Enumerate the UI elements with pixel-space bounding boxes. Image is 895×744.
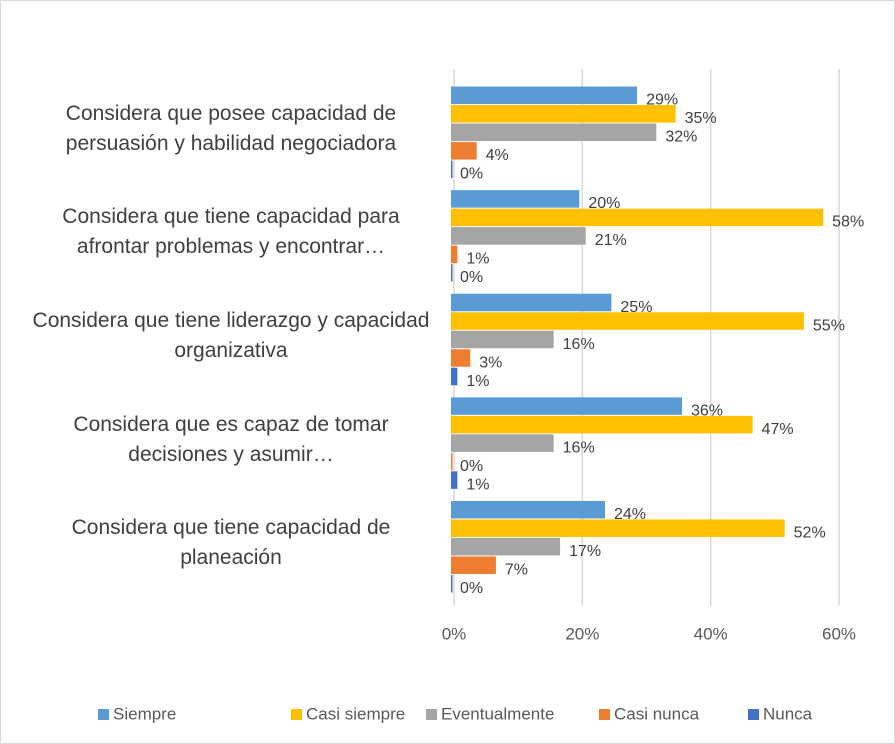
bar bbox=[451, 471, 458, 489]
data-label: 58% bbox=[832, 214, 864, 231]
bar bbox=[451, 452, 453, 471]
bar bbox=[451, 434, 554, 452]
data-label: 3% bbox=[479, 354, 502, 371]
data-label: 7% bbox=[505, 562, 528, 579]
x-tick-label: 0% bbox=[442, 624, 467, 643]
category-label: Considera que es capaz de tomar decision… bbox=[73, 412, 389, 466]
data-label: 1% bbox=[466, 373, 489, 390]
data-label: 0% bbox=[460, 166, 483, 183]
data-label: 25% bbox=[620, 299, 652, 316]
legend-swatch bbox=[98, 709, 109, 720]
category-label: Considera que posee capacidad de persuas… bbox=[65, 101, 397, 155]
x-tick-label: 20% bbox=[565, 624, 599, 643]
data-label: 16% bbox=[563, 439, 595, 456]
legend-swatch bbox=[748, 709, 759, 720]
bar bbox=[451, 190, 580, 208]
x-tick-label: 40% bbox=[694, 624, 728, 643]
data-label: 17% bbox=[569, 543, 601, 560]
data-label: 0% bbox=[460, 580, 483, 597]
data-label: 32% bbox=[665, 129, 697, 146]
bar bbox=[451, 312, 804, 330]
bar bbox=[451, 123, 657, 142]
bar bbox=[451, 86, 638, 105]
data-label: 0% bbox=[460, 269, 483, 286]
bar bbox=[451, 264, 453, 282]
data-label: 4% bbox=[486, 147, 509, 164]
data-label: 36% bbox=[691, 402, 723, 419]
data-label: 29% bbox=[646, 92, 678, 109]
data-label: 21% bbox=[595, 232, 627, 249]
bar bbox=[451, 142, 477, 160]
legend-swatch bbox=[599, 709, 610, 720]
data-label: 0% bbox=[460, 458, 483, 475]
bar bbox=[451, 160, 453, 179]
data-label: 16% bbox=[563, 336, 595, 353]
category-label: Considera que tiene capacidad para afron… bbox=[62, 205, 400, 259]
data-label: 1% bbox=[466, 476, 489, 493]
data-label: 47% bbox=[762, 421, 794, 438]
legend-label: Casi siempre bbox=[306, 704, 405, 723]
x-tick-label: 60% bbox=[822, 624, 856, 643]
bar bbox=[451, 330, 554, 349]
legend-swatch bbox=[426, 709, 437, 720]
bar bbox=[451, 245, 458, 264]
bar bbox=[451, 227, 586, 245]
data-label: 35% bbox=[685, 110, 717, 127]
bar bbox=[451, 105, 676, 123]
legend-label: Eventualmente bbox=[441, 704, 554, 723]
category-label: Considera que tiene capacidad de planeac… bbox=[71, 516, 391, 570]
bar bbox=[451, 537, 561, 556]
bar bbox=[451, 556, 496, 574]
legend-label: Siempre bbox=[113, 704, 176, 723]
data-label: 1% bbox=[466, 251, 489, 268]
bar bbox=[451, 415, 753, 434]
data-label: 20% bbox=[588, 195, 620, 212]
bar bbox=[451, 500, 605, 519]
bar bbox=[451, 519, 785, 537]
bar bbox=[451, 574, 453, 593]
legend-swatch bbox=[291, 709, 302, 720]
data-label: 52% bbox=[794, 525, 826, 542]
legend-label: Nunca bbox=[763, 704, 813, 723]
legend-label: Casi nunca bbox=[614, 704, 700, 723]
data-label: 24% bbox=[614, 506, 646, 523]
bar bbox=[451, 208, 824, 227]
bar bbox=[451, 397, 682, 415]
data-label: 55% bbox=[813, 317, 845, 334]
category-label: Considera que tiene liderazgo y capacida… bbox=[32, 309, 430, 362]
bar bbox=[451, 349, 471, 367]
bar bbox=[451, 293, 612, 312]
bar bbox=[451, 367, 458, 386]
